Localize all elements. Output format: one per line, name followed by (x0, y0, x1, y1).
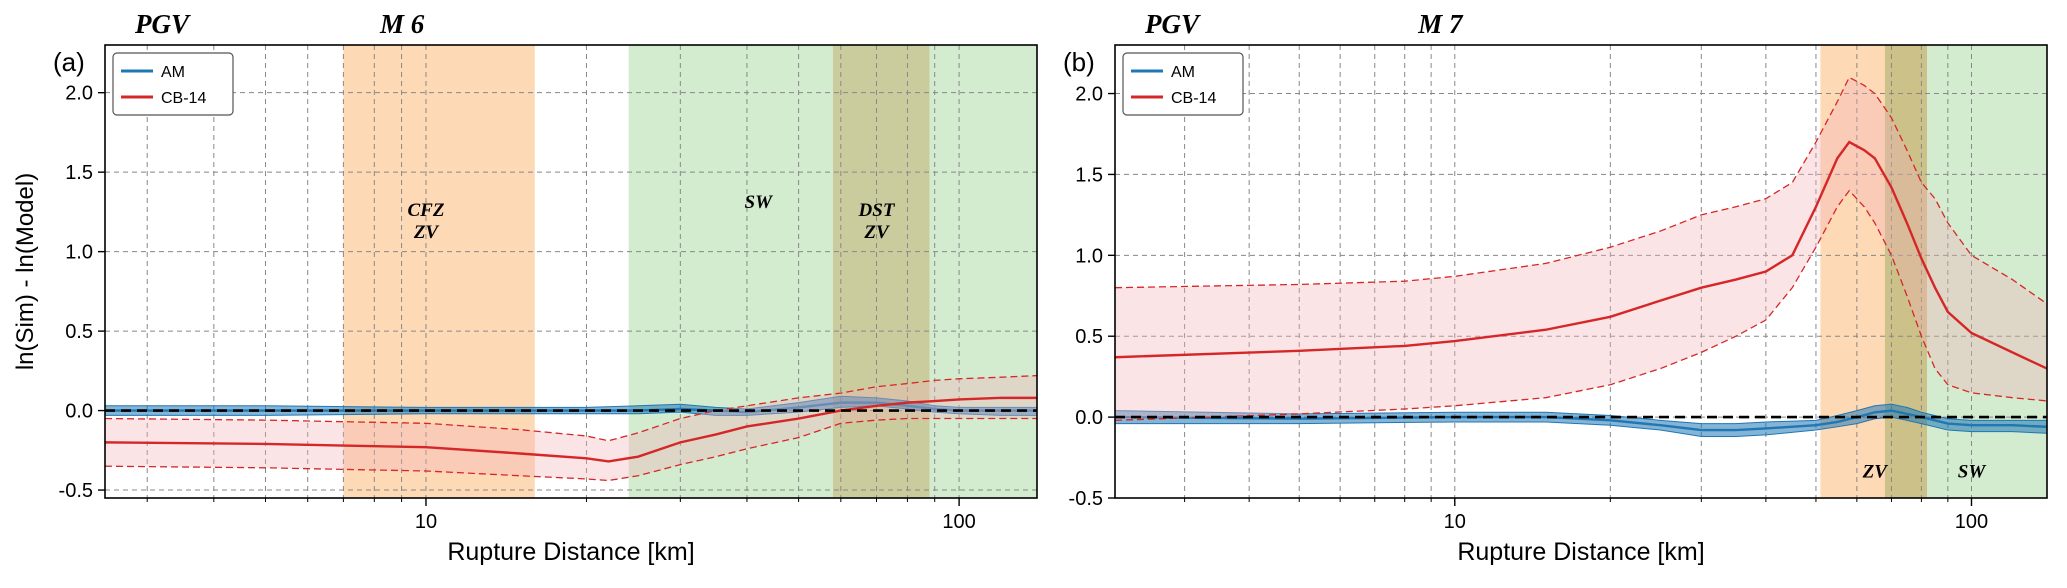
legend-label: CB-14 (1171, 90, 1216, 107)
zone-label: SW (1958, 461, 1987, 482)
y-tick-label: 0.0 (1075, 407, 1103, 429)
y-tick-label: 1.5 (65, 162, 93, 184)
header-center: M 7 (1417, 9, 1464, 39)
x-tick-label: 10 (415, 511, 437, 533)
legend-box (112, 52, 234, 116)
zone-label: ZV (1862, 461, 1889, 482)
y-tick-label: 0.0 (65, 401, 93, 423)
header-left: PGV (134, 9, 191, 39)
series-lower-am (1115, 416, 2047, 438)
zone-label: ZV (413, 222, 440, 243)
zone-label: SW (745, 192, 774, 213)
x-tick-label: 100 (942, 511, 975, 533)
panel-label: (a) (53, 47, 85, 77)
series-line-cb-14 (1115, 140, 2047, 370)
zone-label: CFZ (407, 200, 444, 221)
legend-label: AM (1171, 64, 1195, 81)
series-band-cb-14 (105, 375, 1037, 481)
y-axis-label: ln(Sim) - ln(Model) (12, 173, 39, 370)
legend: AM CB-14 (112, 52, 234, 116)
legend-label: CB-14 (161, 90, 206, 107)
series-upper-cb-14 (1115, 76, 2047, 305)
header-left: PGV (1144, 9, 1201, 39)
y-tick-label: 0.5 (1075, 326, 1103, 348)
series-upper-am (105, 395, 1037, 410)
series-band-am (1115, 404, 2047, 437)
y-tick-label: 2.0 (65, 83, 93, 105)
zone-band (832, 45, 930, 498)
panel-label: (b) (1063, 47, 1095, 77)
axes-frame (104, 44, 1038, 499)
zone-label: ZV (863, 222, 890, 243)
y-tick-label: -0.5 (1069, 488, 1103, 510)
legend-box (1122, 52, 1244, 116)
series-lower-cb-14 (1115, 189, 2047, 421)
y-tick-label: 1.0 (65, 242, 93, 264)
legend-label: AM (161, 64, 185, 81)
zone-label: DST (858, 200, 896, 221)
series-lower-am (105, 405, 1037, 416)
y-tick-label: 2.0 (1075, 84, 1103, 106)
series-band-cb-14 (1115, 77, 2047, 421)
legend: AM CB-14 (1122, 52, 1244, 116)
x-axis-label: Rupture Distance [km] (1457, 538, 1704, 566)
series-line-cb-14 (105, 396, 1037, 463)
y-tick-label: -0.5 (59, 480, 93, 502)
x-tick-label: 10 (1444, 511, 1466, 533)
plot-area-b: ZV SW (1115, 45, 2047, 498)
y-tick-label: 0.5 (65, 321, 93, 343)
zone-band (628, 45, 1037, 498)
axes-frame (1114, 44, 2048, 499)
y-tick-label: 1.0 (1075, 245, 1103, 267)
series-lower-cb-14 (105, 417, 1037, 482)
header-center: M 6 (379, 9, 425, 39)
x-axis-label: Rupture Distance [km] (447, 538, 694, 566)
x-tick-label: 100 (1955, 511, 1988, 533)
y-tick-label: 1.5 (1075, 164, 1103, 186)
